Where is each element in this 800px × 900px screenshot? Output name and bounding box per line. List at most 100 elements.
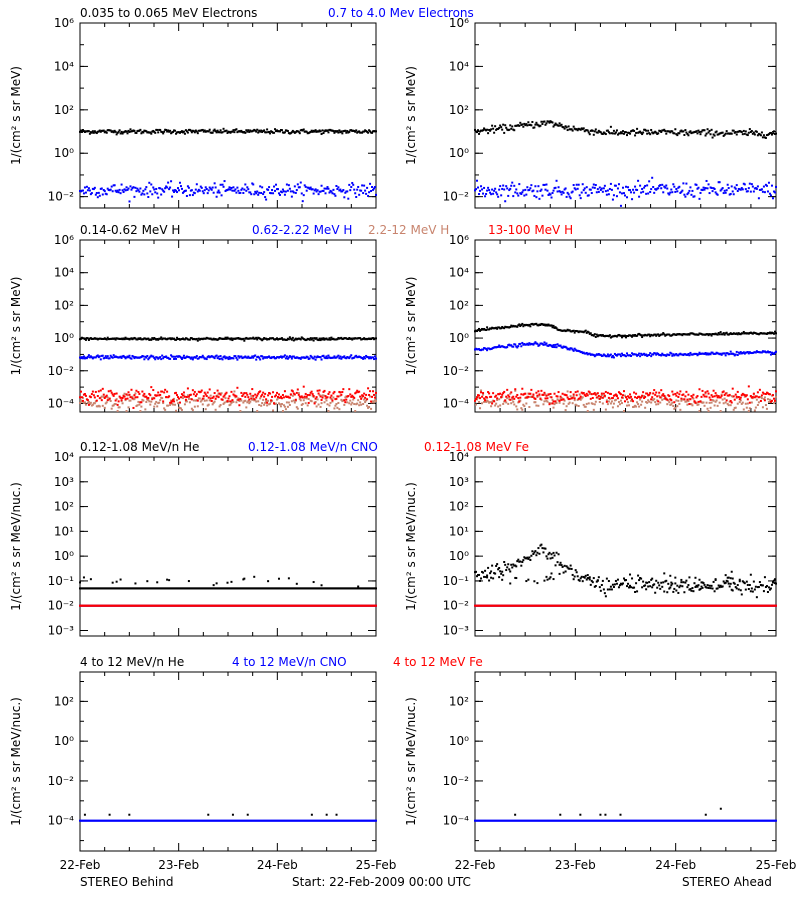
- data-point: [172, 398, 175, 401]
- data-point: [281, 410, 284, 412]
- data-point: [362, 192, 365, 195]
- data-point: [478, 132, 481, 135]
- data-point: [680, 190, 683, 193]
- data-point: [746, 332, 749, 335]
- data-point: [113, 129, 116, 132]
- data-point: [709, 398, 712, 401]
- data-point: [161, 131, 164, 134]
- data-point: [715, 192, 718, 195]
- data-point: [323, 187, 326, 190]
- data-point: [493, 400, 496, 403]
- data-point: [626, 404, 629, 407]
- data-point: [647, 129, 650, 132]
- data-point: [175, 189, 178, 192]
- data-point: [596, 392, 599, 395]
- data-point: [657, 132, 660, 135]
- data-point: [673, 354, 676, 357]
- data-point: [775, 350, 777, 353]
- data-point: [344, 401, 347, 404]
- data-point: [678, 333, 681, 336]
- data-point: [627, 354, 630, 357]
- data-point: [561, 126, 564, 129]
- data-point: [519, 396, 522, 399]
- data-point: [295, 582, 298, 585]
- data-point: [640, 403, 643, 406]
- data-point: [265, 131, 268, 134]
- data-point: [666, 353, 669, 356]
- data-point: [591, 334, 594, 337]
- data-point: [599, 131, 602, 134]
- data-point: [764, 183, 767, 186]
- data-point: [95, 132, 98, 135]
- data-point: [322, 337, 325, 340]
- data-point: [179, 407, 182, 410]
- data-point: [542, 343, 545, 346]
- data-point: [280, 191, 283, 194]
- data-point: [740, 402, 743, 405]
- data-point: [315, 190, 318, 193]
- data-point: [165, 396, 168, 399]
- data-point: [557, 329, 560, 332]
- data-point: [616, 405, 619, 408]
- data-point: [480, 391, 483, 394]
- data-point: [617, 333, 620, 336]
- data-point: [492, 327, 495, 330]
- data-point: [724, 392, 727, 395]
- data-point: [208, 128, 211, 131]
- data-point: [723, 133, 726, 136]
- data-point: [721, 333, 724, 336]
- data-point: [312, 394, 315, 397]
- data-point: [703, 188, 706, 191]
- data-point: [647, 333, 650, 336]
- data-point: [746, 398, 749, 401]
- data-point: [534, 401, 537, 404]
- data-point: [731, 352, 734, 355]
- data-point: [257, 193, 260, 196]
- data-point: [741, 352, 744, 355]
- data-point: [579, 330, 582, 333]
- data-point: [264, 401, 267, 404]
- data-point: [223, 180, 226, 183]
- data-point: [487, 347, 490, 350]
- data-point: [560, 346, 563, 349]
- series-0-14-0-62-mev-h: [79, 336, 377, 342]
- data-point: [350, 395, 353, 398]
- data-point: [278, 396, 281, 399]
- data-point: [621, 354, 624, 357]
- data-point: [632, 400, 635, 403]
- data-point: [734, 406, 737, 409]
- data-point: [579, 128, 582, 131]
- data-point: [486, 399, 489, 402]
- data-point: [311, 130, 314, 133]
- data-point: [671, 191, 674, 194]
- data-point: [684, 129, 687, 132]
- data-point: [196, 405, 199, 408]
- data-point: [537, 124, 540, 127]
- data-point: [767, 133, 770, 136]
- data-point: [90, 393, 93, 396]
- data-point: [523, 122, 526, 125]
- data-point: [481, 129, 484, 132]
- data-point: [487, 132, 490, 135]
- data-point: [152, 355, 155, 358]
- data-point: [691, 332, 694, 335]
- data-point: [559, 124, 562, 127]
- data-point: [525, 193, 528, 196]
- data-point: [319, 339, 322, 342]
- data-point: [330, 336, 333, 339]
- data-point: [173, 190, 176, 193]
- data-point: [712, 389, 715, 392]
- y-tick-label: 10⁻³: [48, 624, 75, 638]
- plot-frame: [79, 456, 377, 637]
- data-point: [755, 395, 758, 398]
- data-point: [768, 351, 771, 354]
- data-point: [548, 192, 551, 195]
- data-point: [622, 410, 625, 412]
- data-point: [345, 131, 348, 134]
- data-point: [176, 336, 179, 339]
- data-point: [675, 399, 678, 402]
- data-point: [326, 186, 329, 189]
- data-point: [630, 399, 633, 402]
- data-point: [104, 402, 107, 405]
- data-point: [769, 194, 772, 197]
